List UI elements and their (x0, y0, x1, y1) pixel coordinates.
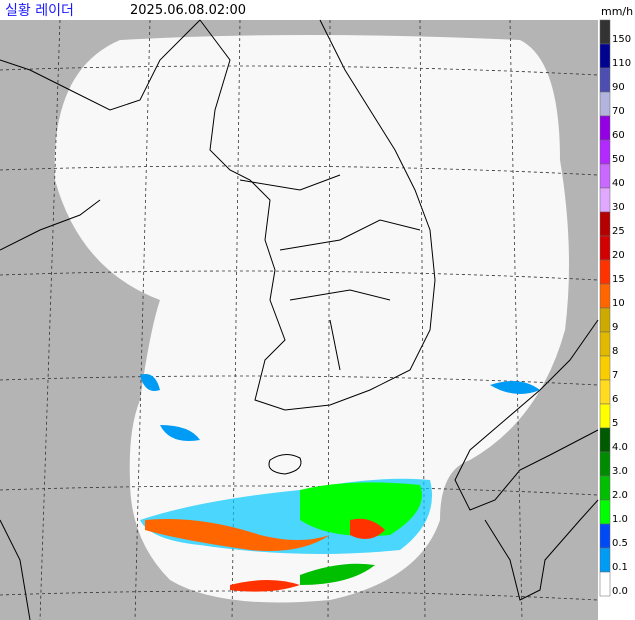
legend-label: 9 (612, 322, 618, 333)
legend-label: 10 (612, 298, 625, 309)
legend: 150 110 90 70 60 50 40 30 25 20 15 10 9 8 7 6 5 4.0 3.0 2.0… (599, 19, 631, 597)
legend-swatch (599, 523, 611, 549)
legend-swatch (599, 499, 611, 525)
legend-swatch (599, 355, 611, 381)
legend-label: 150 (612, 34, 631, 45)
legend-label: 25 (612, 226, 625, 237)
legend-swatch (599, 187, 611, 213)
legend-swatch (599, 139, 611, 165)
legend-label: 8 (612, 346, 618, 357)
legend-swatch (599, 67, 611, 93)
legend-swatch (599, 283, 611, 309)
legend-label: 0.0 (612, 586, 628, 597)
legend-label: 5 (612, 418, 618, 429)
legend-swatch (599, 547, 611, 573)
legend-label: 3.0 (612, 466, 628, 477)
timestamp: 2025.06.08.02:00 (130, 3, 246, 18)
legend-swatch (599, 307, 611, 333)
legend-label: 70 (612, 106, 625, 117)
legend-label: 40 (612, 178, 625, 189)
legend-swatch (599, 403, 611, 429)
legend-label: 6 (612, 394, 618, 405)
graticule (0, 19, 599, 620)
precipitation (140, 374, 540, 592)
legend-swatch (599, 211, 611, 237)
legend-swatch (599, 19, 611, 45)
legend-swatch (599, 43, 611, 69)
legend-swatch (599, 91, 611, 117)
coastlines (0, 19, 599, 620)
legend-swatch (599, 379, 611, 405)
legend-swatch (599, 451, 611, 477)
legend-label: 30 (612, 202, 625, 213)
map (0, 19, 599, 620)
title: 실황 레이더 (5, 3, 74, 19)
legend-swatch (599, 427, 611, 453)
legend-label: 1.0 (612, 514, 628, 525)
legend-swatch (599, 475, 611, 501)
legend-label: 7 (612, 370, 618, 381)
legend-swatch (599, 235, 611, 261)
legend-swatch (599, 571, 611, 597)
legend-swatch (599, 163, 611, 189)
legend-label: 110 (612, 58, 631, 69)
radar-coverage (54, 35, 569, 603)
legend-label: 15 (612, 274, 625, 285)
legend-label: 4.0 (612, 442, 628, 453)
legend-label: 0.1 (612, 562, 628, 573)
legend-label: 20 (612, 250, 625, 261)
legend-label: 90 (612, 82, 625, 93)
legend-swatch (599, 259, 611, 285)
legend-label: 50 (612, 154, 625, 165)
unit: mm/h (601, 5, 633, 18)
legend-label: 60 (612, 130, 625, 141)
legend-label: 2.0 (612, 490, 628, 501)
legend-label: 0.5 (612, 538, 628, 549)
legend-swatch (599, 331, 611, 357)
legend-swatch (599, 115, 611, 141)
